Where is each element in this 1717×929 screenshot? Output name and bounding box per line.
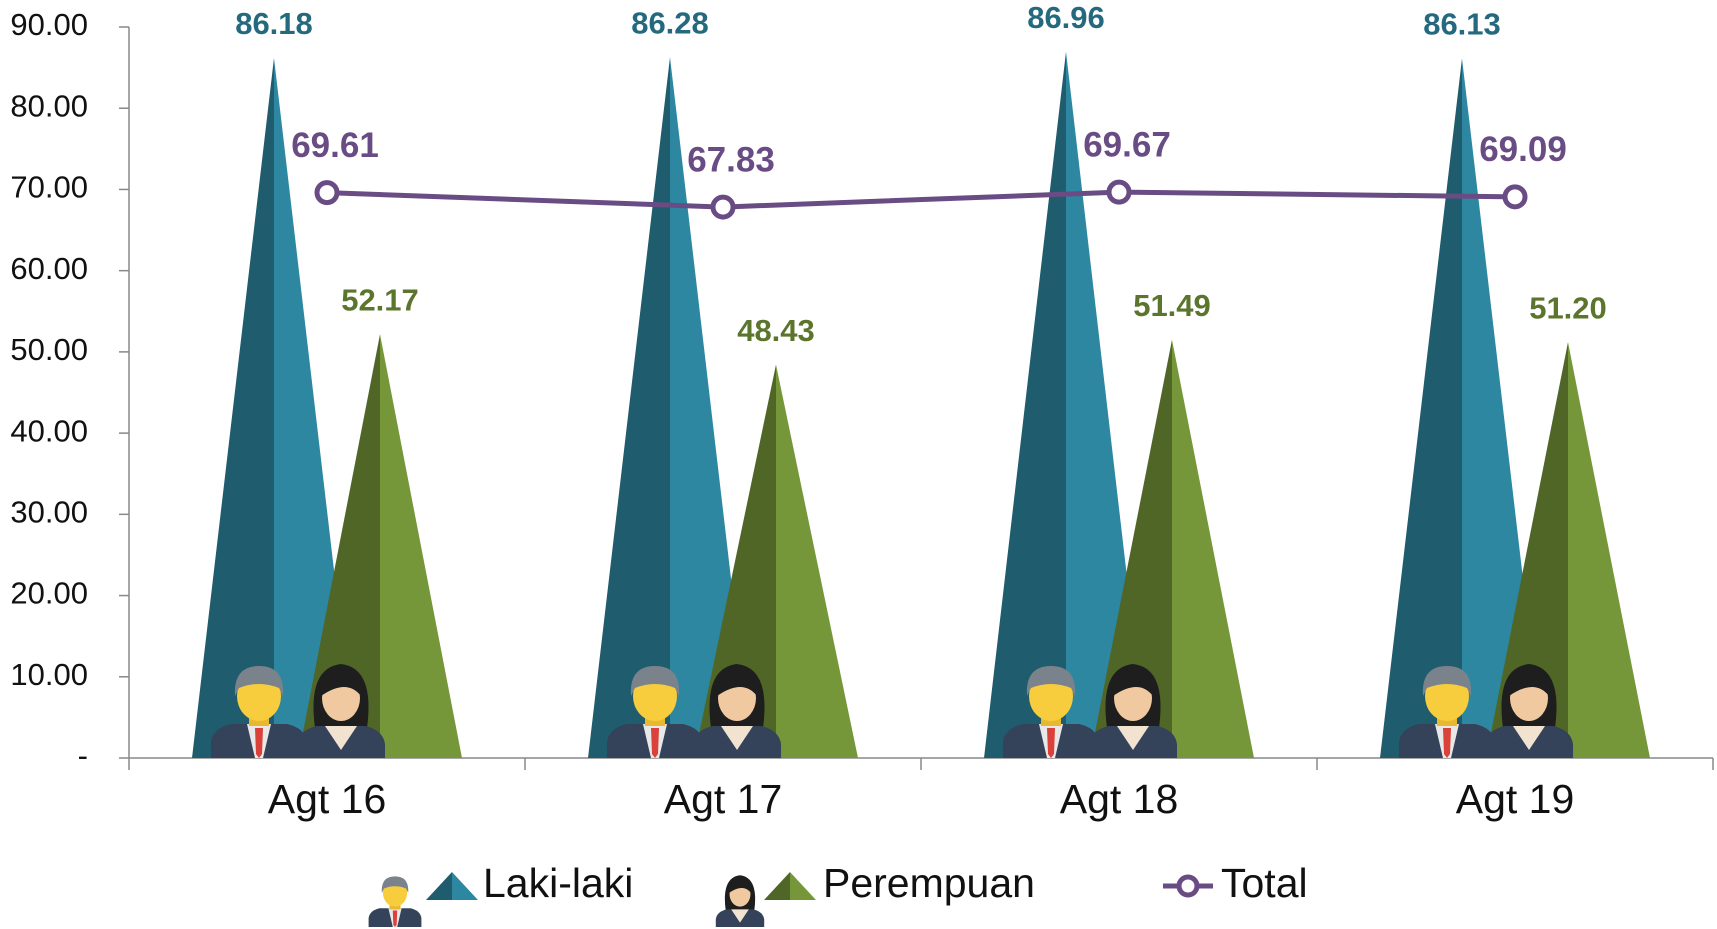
icon-fringe — [717, 671, 758, 696]
man-icon — [607, 666, 703, 758]
y-tick-label: 40.00 — [10, 413, 88, 448]
line-point — [1502, 184, 1528, 210]
line-point — [314, 180, 340, 206]
bar — [298, 334, 462, 758]
bar-right — [380, 334, 462, 758]
legend-label: Laki-laki — [483, 860, 633, 906]
y-tick-label: 90.00 — [10, 7, 88, 42]
man-icon — [368, 876, 422, 927]
icon-hair — [1422, 666, 1472, 696]
legend-swatch-left — [426, 872, 452, 900]
icon-fringe — [321, 671, 362, 696]
woman-icon — [1089, 664, 1177, 758]
bar-right — [1172, 339, 1254, 758]
line-point — [710, 194, 736, 220]
icon-shirt — [731, 909, 749, 923]
icon-shirt — [1513, 726, 1545, 750]
icon-tie — [1443, 728, 1451, 758]
bar-left — [192, 58, 274, 758]
man-icon — [211, 666, 307, 758]
value-label: 48.43 — [737, 313, 815, 348]
bar-left — [694, 364, 776, 758]
icon-fringe — [1113, 671, 1154, 696]
value-label: 67.83 — [687, 140, 775, 179]
value-label: 51.49 — [1133, 288, 1211, 323]
legend-swatch-right — [790, 872, 816, 900]
bar — [1486, 342, 1650, 758]
man-icon — [1399, 666, 1495, 758]
man-icon — [1003, 666, 1099, 758]
woman-icon — [693, 664, 781, 758]
icon-hair — [381, 876, 409, 893]
value-label: 52.17 — [341, 282, 419, 317]
icon-tie — [1047, 728, 1055, 758]
icon-hair — [630, 666, 680, 696]
bar-right — [1568, 342, 1650, 758]
x-tick-label: Agt 17 — [664, 776, 783, 822]
bar-left — [588, 57, 670, 759]
y-tick-label: 50.00 — [10, 332, 88, 367]
icon-shirt — [721, 726, 753, 750]
value-label: 86.13 — [1423, 7, 1501, 42]
line-point — [1106, 179, 1132, 205]
x-tick-label: Agt 16 — [268, 776, 387, 822]
bar-left — [1486, 342, 1568, 758]
icon-hair — [1026, 666, 1076, 696]
y-tick-label: 10.00 — [10, 657, 88, 692]
legend-swatch-right — [452, 872, 478, 900]
value-label: 51.20 — [1529, 290, 1607, 325]
icon-shirt — [325, 726, 357, 750]
bar-left — [1380, 58, 1462, 759]
line — [326, 189, 1516, 210]
legend-swatch-left — [764, 872, 790, 900]
woman-icon — [715, 875, 765, 927]
icon-hair — [234, 666, 284, 696]
bar-left — [984, 51, 1066, 759]
y-tick-label: 70.00 — [10, 170, 88, 205]
legend-label: Total — [1221, 860, 1308, 906]
bar-left — [298, 334, 380, 758]
y-tick-label: 60.00 — [10, 251, 88, 286]
bar — [694, 364, 858, 758]
value-label: 69.67 — [1083, 125, 1171, 164]
bar — [1090, 339, 1254, 758]
legend-icon — [368, 876, 422, 927]
bar-left — [1090, 339, 1172, 758]
value-label: 86.18 — [235, 6, 313, 41]
y-tick-label: 20.00 — [10, 576, 88, 611]
icon-fringe — [729, 879, 752, 893]
value-label: 86.28 — [631, 5, 709, 40]
icon-tie — [651, 728, 659, 758]
bar-right — [776, 364, 858, 758]
value-label: 86.96 — [1027, 0, 1105, 35]
legend-label: Perempuan — [823, 860, 1035, 906]
y-tick-label: - — [78, 738, 88, 773]
y-tick-label: 80.00 — [10, 88, 88, 123]
legend-marker — [1176, 874, 1200, 898]
woman-icon — [297, 664, 385, 758]
value-label: 69.09 — [1479, 130, 1567, 169]
y-tick-label: 30.00 — [10, 495, 88, 530]
icon-fringe — [1509, 671, 1550, 696]
icon-tie — [392, 910, 398, 927]
icon-tie — [255, 728, 263, 758]
icon-shirt — [1117, 726, 1149, 750]
x-tick-label: Agt 19 — [1456, 776, 1575, 822]
legend-icon — [715, 875, 765, 927]
x-tick-label: Agt 18 — [1060, 776, 1179, 822]
woman-icon — [1485, 664, 1573, 758]
value-label: 69.61 — [291, 126, 379, 165]
